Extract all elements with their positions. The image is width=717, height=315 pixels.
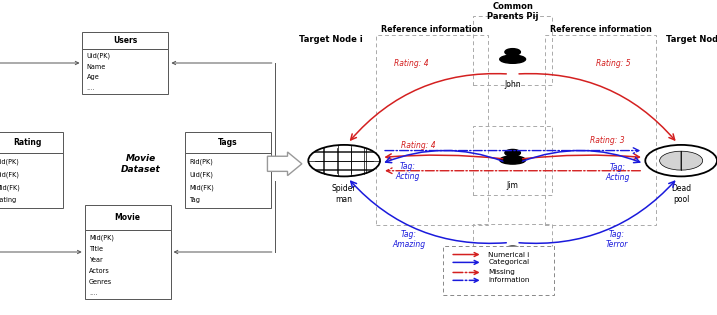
Text: Numerical i: Numerical i [488, 251, 530, 258]
Text: Tag: Tag [189, 197, 200, 203]
Text: Reference information: Reference information [381, 26, 483, 34]
Text: Mid(FK): Mid(FK) [0, 184, 21, 191]
Circle shape [505, 49, 521, 55]
Text: Tag:
Terror: Tag: Terror [605, 230, 628, 249]
Text: Mid(PK): Mid(PK) [89, 235, 114, 241]
Text: Movie
Dataset: Movie Dataset [120, 154, 161, 174]
Circle shape [505, 149, 521, 156]
Ellipse shape [500, 156, 526, 164]
Text: Rating: Rating [0, 197, 17, 203]
FancyBboxPatch shape [185, 153, 271, 208]
Text: Year: Year [89, 257, 103, 263]
Text: Users: Users [113, 36, 138, 44]
Text: Rating: 5: Rating: 5 [596, 59, 630, 67]
Text: Tags: Tags [218, 138, 238, 147]
Text: Dead
pool: Dead pool [671, 184, 691, 204]
Text: Reference information: Reference information [550, 26, 652, 34]
Text: Genres: Genres [89, 279, 112, 285]
Text: ....: .... [89, 290, 98, 296]
Wedge shape [681, 151, 703, 170]
Text: John: John [504, 80, 521, 89]
Text: Age: Age [87, 74, 100, 80]
FancyBboxPatch shape [0, 153, 63, 208]
Text: Target Node j: Target Node j [666, 35, 717, 44]
Text: Missing: Missing [488, 269, 515, 276]
FancyBboxPatch shape [82, 49, 168, 94]
Text: Spider
man: Spider man [332, 184, 356, 204]
Text: Uid(FK): Uid(FK) [0, 171, 19, 178]
Text: Rid(PK): Rid(PK) [189, 158, 213, 165]
FancyBboxPatch shape [443, 246, 554, 295]
Text: Categorical: Categorical [488, 259, 529, 266]
Text: Rating: 4: Rating: 4 [394, 59, 429, 67]
Text: Actors: Actors [89, 268, 110, 274]
Text: Jane: Jane [504, 276, 521, 285]
FancyBboxPatch shape [85, 230, 171, 299]
FancyBboxPatch shape [85, 205, 171, 230]
Ellipse shape [500, 252, 525, 260]
Text: ....: .... [87, 85, 95, 91]
Text: Movie: Movie [115, 213, 141, 222]
Text: Tag:
Amazing: Tag: Amazing [392, 230, 425, 249]
Text: Title: Title [89, 246, 103, 252]
FancyBboxPatch shape [185, 132, 271, 153]
FancyBboxPatch shape [0, 132, 63, 153]
Text: Tag:
Acting: Tag: Acting [606, 163, 630, 182]
Text: Rid(PK): Rid(PK) [0, 158, 19, 165]
Circle shape [505, 246, 520, 253]
Text: Rating: 4: Rating: 4 [402, 141, 436, 150]
Text: Rating: Rating [13, 138, 42, 147]
Text: Tag:
Acting: Tag: Acting [395, 162, 419, 181]
Circle shape [308, 145, 380, 176]
Text: Rating: 3: Rating: 3 [590, 136, 625, 145]
Text: Name: Name [87, 64, 106, 70]
Wedge shape [660, 151, 681, 170]
Text: Common
Parents Pij: Common Parents Pij [487, 2, 538, 21]
FancyArrow shape [267, 152, 302, 176]
Text: Uid(FK): Uid(FK) [189, 171, 213, 178]
Text: information: information [488, 277, 530, 284]
Ellipse shape [500, 55, 526, 63]
Text: Target Node i: Target Node i [300, 35, 363, 44]
Text: Jim: Jim [507, 181, 518, 190]
Text: Mid(FK): Mid(FK) [189, 184, 214, 191]
Text: Uid(PK): Uid(PK) [87, 53, 110, 59]
FancyBboxPatch shape [82, 32, 168, 49]
